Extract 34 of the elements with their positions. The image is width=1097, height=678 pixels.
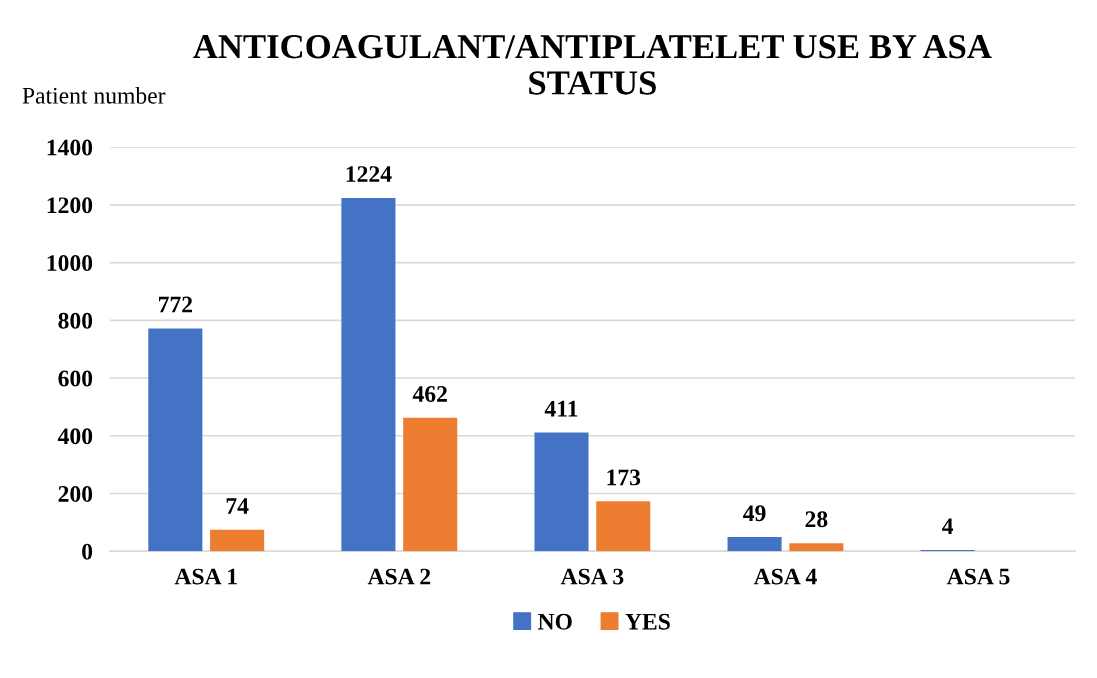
x-tick-label: ASA 1 <box>174 568 237 585</box>
bar <box>403 417 458 552</box>
chart-title: ANTICOAGULANT/ANTIPLATELET USE BY ASA STATUS <box>193 35 992 95</box>
x-tick-label: ASA 4 <box>753 568 817 585</box>
bar <box>148 328 203 552</box>
y-tick-label: 0 <box>82 543 93 560</box>
bar <box>210 529 265 552</box>
y-tick-label: 200 <box>58 485 93 502</box>
legend-label: NO <box>537 613 572 630</box>
bar <box>534 432 589 552</box>
x-tick-label: ASA 3 <box>560 568 624 585</box>
bar <box>789 543 844 552</box>
data-label: 4 <box>942 518 954 534</box>
y-tick-label: 1200 <box>47 197 93 214</box>
y-tick-label: 400 <box>57 428 93 445</box>
bar <box>727 537 782 552</box>
y-tick-label: 600 <box>58 370 93 387</box>
legend-label: YES <box>625 613 670 630</box>
y-tick-label: 1000 <box>47 255 93 271</box>
y-tick-label: 800 <box>58 312 93 329</box>
bar <box>341 197 396 552</box>
x-tick-label: ASA 2 <box>367 568 431 585</box>
data-label: 49 <box>743 505 766 522</box>
y-axis-title: Patient number <box>22 87 166 104</box>
data-label: 74 <box>226 498 249 514</box>
bar <box>596 501 651 552</box>
data-label: 462 <box>412 386 447 402</box>
data-label: 28 <box>805 511 828 528</box>
x-tick-label: ASA 5 <box>946 568 1010 585</box>
data-label: 1224 <box>346 166 392 182</box>
data-label: 772 <box>158 296 193 313</box>
y-tick-label: 1400 <box>47 139 93 156</box>
data-label: 411 <box>544 400 578 417</box>
data-label: 173 <box>607 469 641 486</box>
